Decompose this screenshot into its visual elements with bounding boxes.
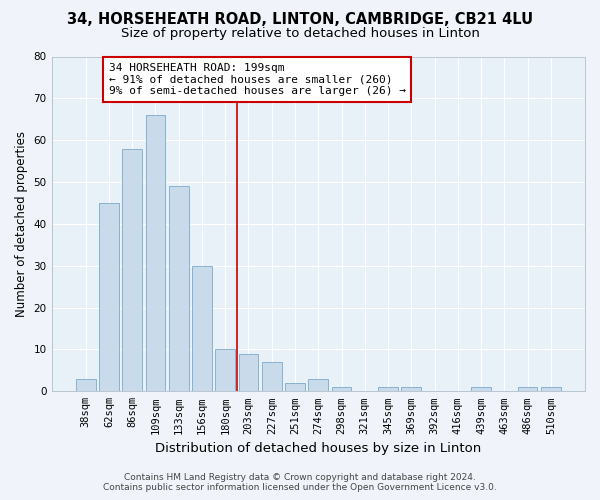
Bar: [146, 115, 166, 392]
Bar: [541, 387, 561, 392]
Bar: [239, 354, 259, 392]
Text: Size of property relative to detached houses in Linton: Size of property relative to detached ho…: [121, 28, 479, 40]
Bar: [378, 387, 398, 392]
Text: 34, HORSEHEATH ROAD, LINTON, CAMBRIDGE, CB21 4LU: 34, HORSEHEATH ROAD, LINTON, CAMBRIDGE, …: [67, 12, 533, 28]
Bar: [285, 383, 305, 392]
X-axis label: Distribution of detached houses by size in Linton: Distribution of detached houses by size …: [155, 442, 481, 455]
Bar: [262, 362, 281, 392]
Bar: [76, 379, 95, 392]
Text: Contains HM Land Registry data © Crown copyright and database right 2024.
Contai: Contains HM Land Registry data © Crown c…: [103, 473, 497, 492]
Bar: [401, 387, 421, 392]
Bar: [99, 203, 119, 392]
Text: 34 HORSEHEATH ROAD: 199sqm
← 91% of detached houses are smaller (260)
9% of semi: 34 HORSEHEATH ROAD: 199sqm ← 91% of deta…: [109, 63, 406, 96]
Bar: [169, 186, 188, 392]
Bar: [518, 387, 538, 392]
Bar: [122, 148, 142, 392]
Bar: [332, 387, 352, 392]
Bar: [471, 387, 491, 392]
Bar: [308, 379, 328, 392]
Bar: [192, 266, 212, 392]
Bar: [215, 350, 235, 392]
Y-axis label: Number of detached properties: Number of detached properties: [15, 131, 28, 317]
